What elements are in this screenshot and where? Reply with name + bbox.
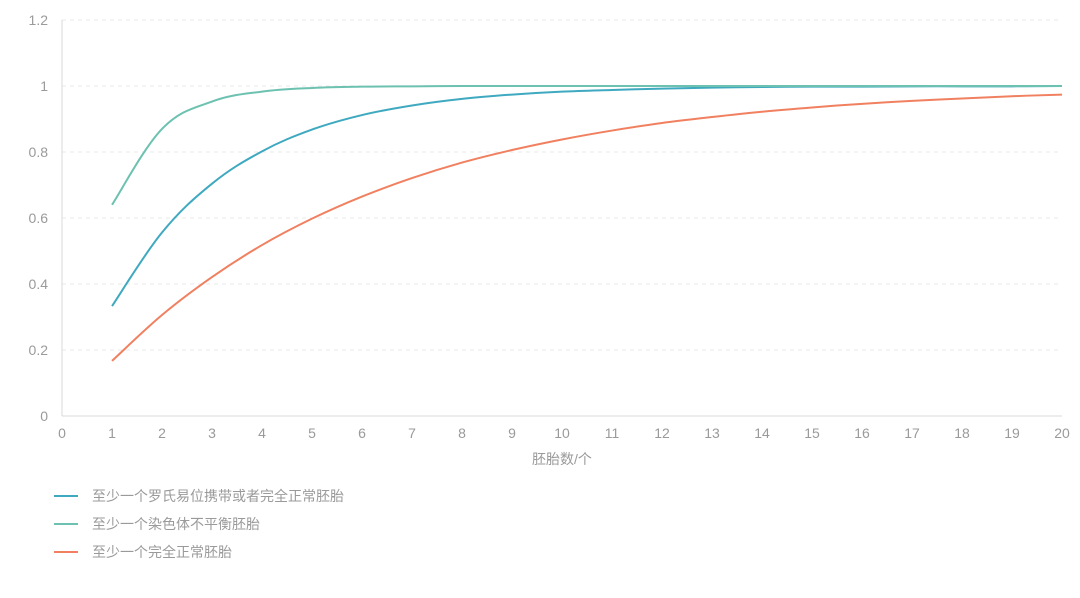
x-tick-label: 17 [904,425,920,441]
y-tick-label: 0.6 [29,210,49,226]
x-tick-label: 3 [208,425,216,441]
y-tick-label: 0.2 [29,342,49,358]
legend-item-series_b: 至少一个染色体不平衡胚胎 [54,510,344,538]
x-tick-label: 7 [408,425,416,441]
y-tick-label: 1 [40,78,48,94]
y-tick-label: 0.8 [29,144,49,160]
x-tick-label: 2 [158,425,166,441]
x-tick-label: 9 [508,425,516,441]
x-tick-label: 19 [1004,425,1020,441]
legend-label: 至少一个罗氏易位携带或者完全正常胚胎 [92,486,344,506]
x-tick-label: 12 [654,425,670,441]
x-tick-label: 20 [1054,425,1070,441]
y-tick-label: 0 [40,408,48,424]
legend-swatch [54,495,78,497]
x-tick-label: 1 [108,425,116,441]
x-tick-label: 10 [554,425,570,441]
y-tick-label: 1.2 [29,12,49,28]
legend-label: 至少一个完全正常胚胎 [92,542,232,562]
x-tick-label: 13 [704,425,720,441]
x-tick-label: 6 [358,425,366,441]
x-tick-label: 14 [754,425,770,441]
legend-label: 至少一个染色体不平衡胚胎 [92,514,260,534]
legend: 至少一个罗氏易位携带或者完全正常胚胎至少一个染色体不平衡胚胎至少一个完全正常胚胎 [54,482,344,566]
x-tick-label: 4 [258,425,266,441]
x-axis-title: 胚胎数/个 [532,451,592,467]
x-tick-label: 16 [854,425,870,441]
y-tick-label: 0.4 [29,276,49,292]
x-tick-label: 18 [954,425,970,441]
legend-swatch [54,551,78,553]
x-tick-label: 5 [308,425,316,441]
legend-item-series_c: 至少一个完全正常胚胎 [54,538,344,566]
chart-container: 00.20.40.60.811.201234567891011121314151… [0,0,1080,598]
legend-item-series_a: 至少一个罗氏易位携带或者完全正常胚胎 [54,482,344,510]
x-tick-label: 15 [804,425,820,441]
x-tick-label: 8 [458,425,466,441]
legend-swatch [54,523,78,525]
x-tick-label: 0 [58,425,66,441]
x-tick-label: 11 [605,425,620,441]
